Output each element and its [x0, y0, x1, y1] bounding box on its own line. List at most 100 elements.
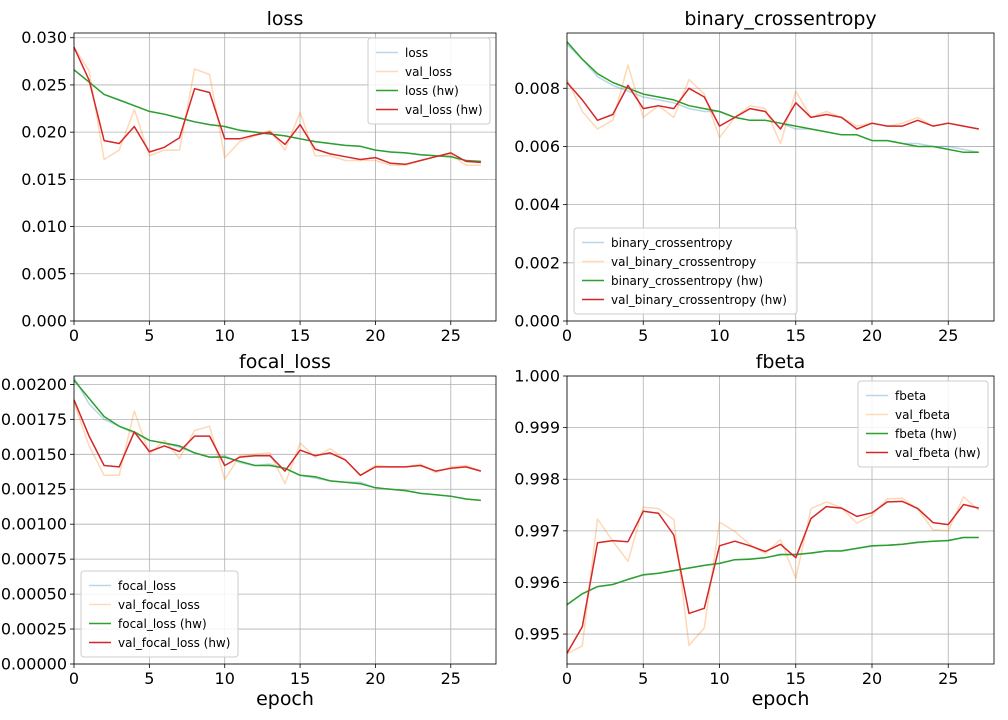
series-line-binary-crossentropy-hw- — [566, 41, 979, 154]
y-tick-label: 0.005 — [21, 264, 67, 283]
y-tick-label: 0.000 — [514, 312, 560, 331]
chart-panel-3: 0 5 10 15 20 25 0.00000 0.00025 0.00050 0.00075 0.… — [1, 351, 497, 710]
legend: binary_crossentropy val_binary_crossentro… — [573, 227, 798, 315]
y-tick-label: 0.997 — [514, 521, 560, 540]
y-tick-label: 0.00025 — [1, 620, 67, 639]
y-tick-label: 1.000 — [514, 367, 560, 386]
series-line-focal-loss — [73, 377, 481, 502]
y-tick-label: 0.996 — [514, 573, 560, 592]
legend-label: binary_crossentropy (hw) — [611, 274, 763, 288]
x-tick-label: 10 — [709, 669, 729, 688]
chart-panel-1: 0 5 10 15 20 25 0.000 0.005 0.010 0.015 0.020 0.025… — [21, 8, 497, 345]
x-tick-label: 20 — [862, 326, 882, 345]
y-tick-label: 0.00000 — [1, 655, 67, 674]
legend-label: val_loss (hw) — [405, 103, 483, 117]
y-tick-label: 0.998 — [514, 470, 560, 489]
plot-frame — [566, 32, 995, 322]
x-tick-label: 0 — [69, 326, 79, 345]
legend-label: val_binary_crossentropy — [611, 255, 756, 269]
chart-panel-2: 0 5 10 15 20 25 0.000 0.002 0.004 0.006 0.008 binar… — [514, 8, 995, 345]
y-tick-label: 0.999 — [514, 418, 560, 437]
x-tick-label: 20 — [862, 669, 882, 688]
legend-label: fbeta (hw) — [895, 427, 957, 441]
series-line-val-binary-crossentropy-hw- — [566, 82, 979, 130]
legend-label: binary_crossentropy — [611, 236, 732, 250]
x-tick-label: 15 — [786, 669, 806, 688]
y-tick-label: 0.00175 — [1, 410, 67, 429]
x-axis-label: epoch — [256, 688, 314, 710]
legend-box — [80, 570, 239, 658]
y-tick-label: 0.020 — [21, 123, 67, 142]
series-line-val-loss-hw- — [73, 46, 481, 166]
series-line-loss-hw- — [73, 69, 481, 163]
x-tick-label: 5 — [638, 669, 648, 688]
x-axis-label: epoch — [752, 688, 810, 710]
plot-frame — [73, 375, 497, 665]
y-tick-label: 0.025 — [21, 75, 67, 94]
legend-label: fbeta — [895, 389, 926, 403]
series-line-val-focal-loss — [73, 402, 482, 485]
x-tick-label: 25 — [938, 326, 958, 345]
x-tick-label: 20 — [365, 669, 385, 688]
y-tick-label: 0.00125 — [1, 480, 67, 499]
y-tick-label: 0.002 — [514, 253, 560, 272]
y-tick-label: 0.004 — [514, 195, 560, 214]
series-line-fbeta-hw- — [566, 536, 979, 606]
legend-label: loss (hw) — [405, 84, 459, 98]
series-line-val-fbeta — [566, 496, 980, 655]
x-tick-label: 0 — [562, 326, 572, 345]
chart-panel-4: 0 5 10 15 20 25 0.995 0.996 0.997 0.998 0.999 1.000… — [514, 351, 995, 710]
x-tick-label: 0 — [69, 669, 79, 688]
chart-title: binary_crossentropy — [684, 8, 876, 30]
x-tick-label: 15 — [290, 669, 310, 688]
series-line-val-focal-loss-hw- — [73, 399, 482, 477]
x-tick-label: 25 — [938, 669, 958, 688]
legend-label: loss — [405, 46, 428, 60]
series-line-val-binary-crossentropy — [566, 64, 979, 145]
y-tick-label: 0.00150 — [1, 445, 67, 464]
legend-box — [573, 227, 798, 315]
y-tick-label: 0.00100 — [1, 515, 67, 534]
y-tick-label: 0.008 — [514, 79, 560, 98]
plot-frame — [73, 32, 497, 322]
y-tick-label: 0.030 — [21, 28, 67, 47]
x-tick-label: 10 — [215, 669, 235, 688]
y-tick-label: 0.010 — [21, 217, 67, 236]
chart-title: focal_loss — [239, 351, 331, 373]
series-line-binary-crossentropy — [566, 44, 979, 154]
legend-box — [857, 380, 989, 468]
legend-label: val_fbeta (hw) — [895, 446, 981, 460]
x-tick-label: 5 — [144, 326, 154, 345]
chart-title: loss — [267, 8, 304, 30]
x-tick-label: 20 — [365, 326, 385, 345]
plot-frame — [566, 375, 995, 665]
x-tick-label: 5 — [144, 669, 154, 688]
x-tick-label: 25 — [441, 669, 461, 688]
y-tick-label: 0.006 — [514, 137, 560, 156]
x-tick-label: 10 — [215, 326, 235, 345]
x-tick-label: 15 — [290, 326, 310, 345]
series-line-val-fbeta-hw- — [566, 500, 979, 654]
y-tick-label: 0.000 — [21, 312, 67, 331]
y-tick-label: 0.015 — [21, 170, 67, 189]
legend-label: val_binary_crossentropy (hw) — [611, 293, 787, 307]
y-tick-label: 0.00050 — [1, 585, 67, 604]
y-tick-label: 0.00200 — [1, 375, 67, 394]
x-tick-label: 5 — [638, 326, 648, 345]
y-tick-label: 0.00075 — [1, 550, 67, 569]
x-tick-label: 25 — [441, 326, 461, 345]
legend-label: val_fbeta — [895, 408, 950, 422]
legend-label: val_focal_loss (hw) — [118, 636, 230, 650]
x-tick-label: 0 — [562, 669, 572, 688]
legend-box — [367, 37, 491, 125]
x-tick-label: 15 — [786, 326, 806, 345]
x-tick-label: 10 — [709, 326, 729, 345]
legend-label: focal_loss — [118, 579, 176, 593]
legend-label: val_focal_loss — [118, 598, 200, 612]
legend: focal_loss val_focal_loss focal_loss (hw) v… — [80, 570, 239, 658]
series-line-focal-loss-hw- — [73, 379, 481, 502]
legend-label: focal_loss (hw) — [118, 617, 207, 631]
